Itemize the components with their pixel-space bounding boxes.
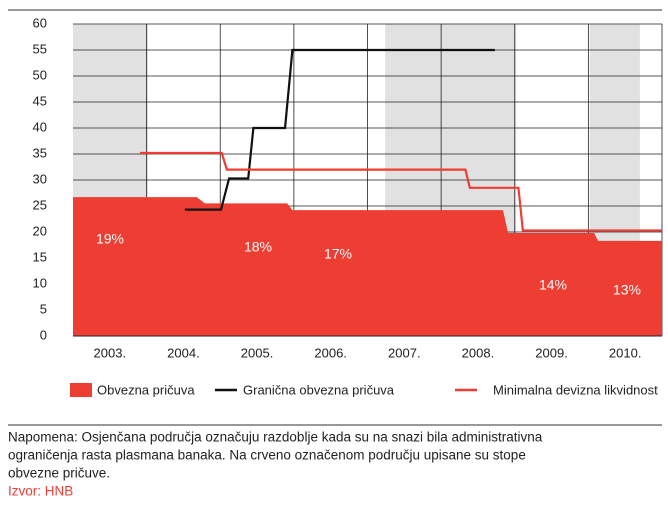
annotation: 17% xyxy=(324,246,352,262)
x-tick-label: 2004. xyxy=(167,345,200,360)
y-tick-label: 30 xyxy=(33,171,47,186)
line xyxy=(139,151,662,232)
x-tick-label: 2006. xyxy=(314,345,347,360)
y-tick-label: 10 xyxy=(33,275,47,290)
annotation: 14% xyxy=(539,277,567,293)
y-tick-label: 0 xyxy=(40,327,47,342)
legend-label: Obvezna pričuva xyxy=(97,382,195,397)
annotation: 19% xyxy=(96,231,124,247)
y-tick-label: 20 xyxy=(33,223,47,238)
legend-label: Minimalna devizna likvidnost xyxy=(493,382,658,397)
x-tick-label: 2008. xyxy=(462,345,495,360)
y-tick-label: 55 xyxy=(33,41,47,56)
legend-label: Granična obvezna pričuva xyxy=(243,382,395,397)
x-tick-label: 2009. xyxy=(535,345,568,360)
annotation: 13% xyxy=(613,282,641,298)
y-tick-label: 15 xyxy=(33,249,47,264)
source: Izvor: HNB xyxy=(8,484,73,499)
x-tick-label: 2005. xyxy=(241,345,274,360)
y-tick-label: 60 xyxy=(33,15,47,30)
y-tick-label: 40 xyxy=(33,119,47,134)
note: Napomena: Osjenčana područja označuju ra… xyxy=(8,430,543,445)
x-tick-label: 2010. xyxy=(609,345,642,360)
x-tick-label: 2007. xyxy=(388,345,421,360)
area xyxy=(73,197,662,336)
y-tick-label: 5 xyxy=(40,301,47,316)
note: ograničenja rasta plasmana banaka. Na cr… xyxy=(8,448,526,463)
y-tick-label: 50 xyxy=(33,67,47,82)
x-tick-label: 2003. xyxy=(94,345,127,360)
note: obvezne pričuve. xyxy=(8,466,110,481)
y-tick-label: 35 xyxy=(33,145,47,160)
y-tick-label: 45 xyxy=(33,93,47,108)
line xyxy=(184,48,495,211)
legend-swatch xyxy=(70,383,92,397)
y-tick-label: 25 xyxy=(33,197,47,212)
annotation: 18% xyxy=(244,239,272,255)
